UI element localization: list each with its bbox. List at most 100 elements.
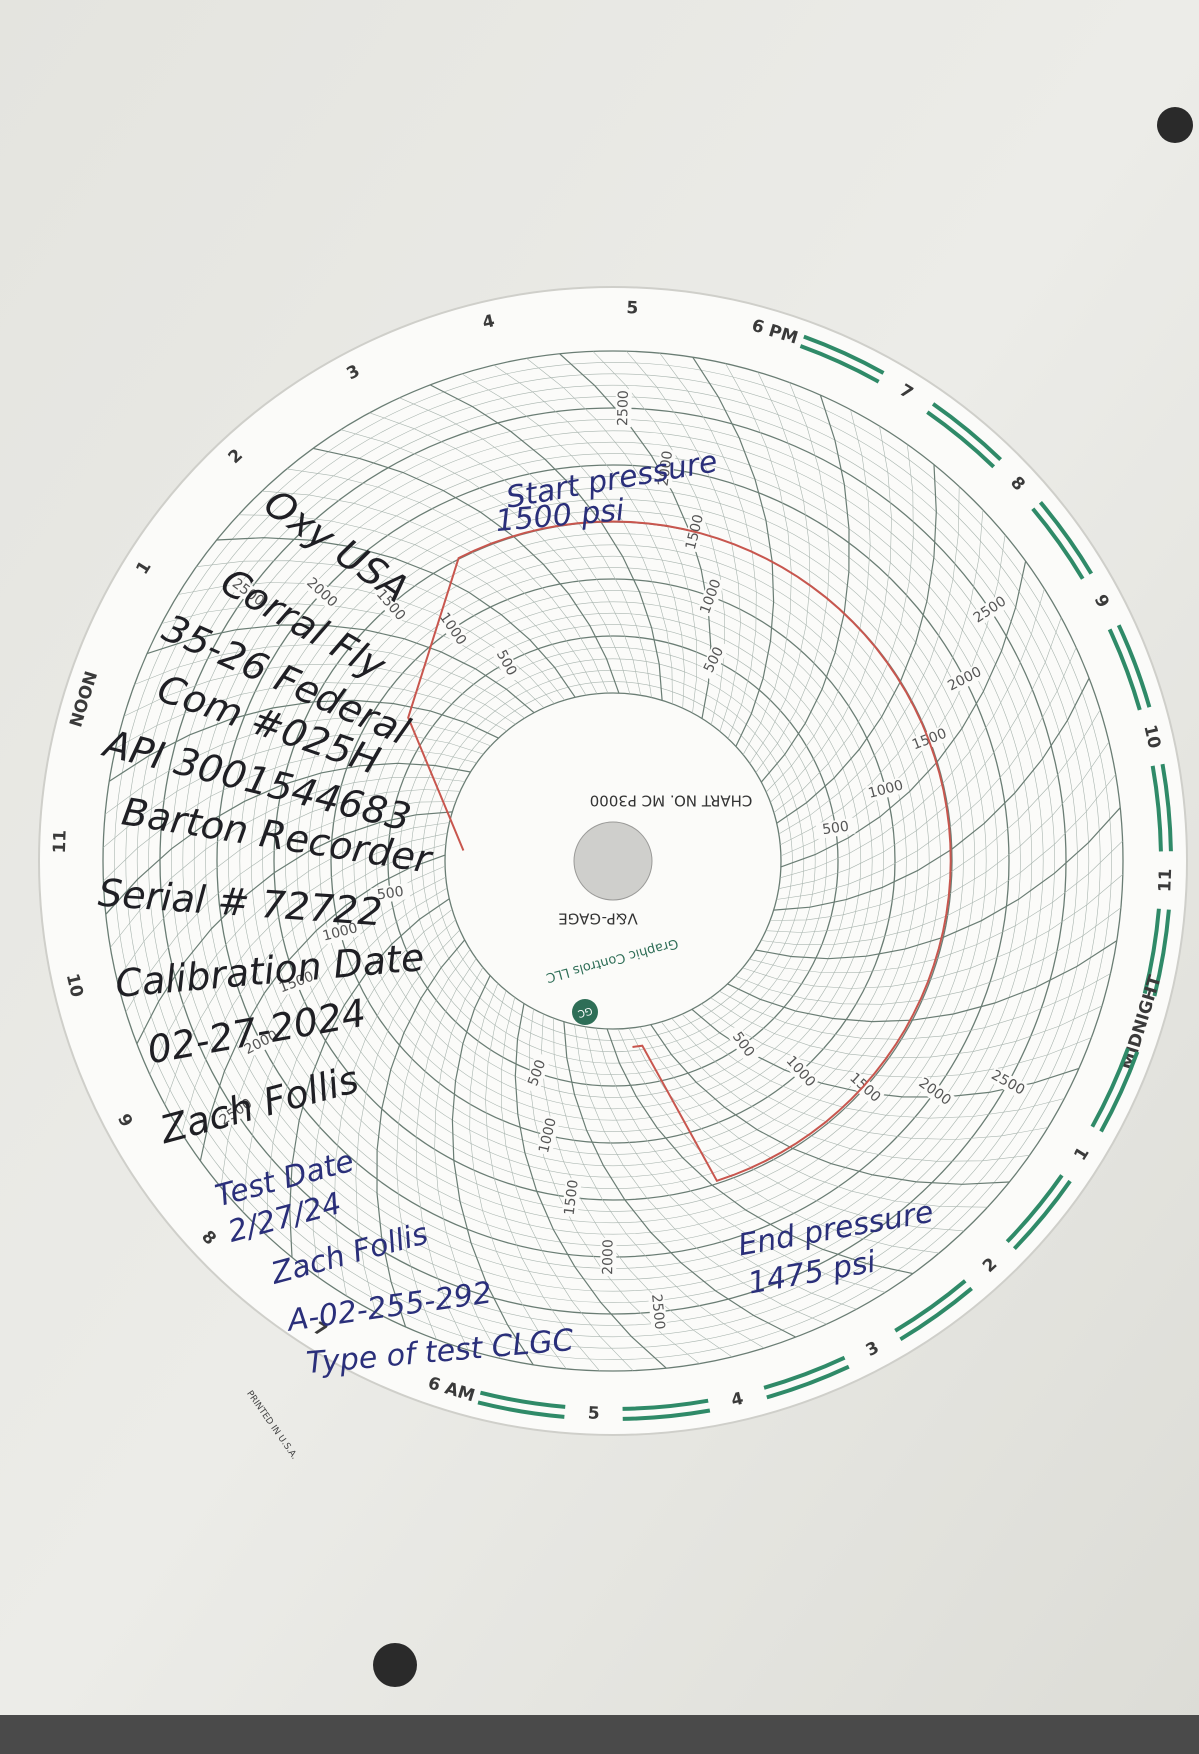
hour-label: 4 xyxy=(481,311,497,333)
grid-time-line xyxy=(396,949,471,1340)
scale-label-bg xyxy=(781,1052,820,1092)
scale-label-bg xyxy=(696,576,726,618)
scale-label-bg xyxy=(698,639,730,681)
grid-ring xyxy=(433,681,793,1041)
gage-name: V&P-GAGE xyxy=(558,910,637,928)
grid-time-line xyxy=(108,699,499,782)
grid-ring xyxy=(330,578,896,1144)
scale-label-bg xyxy=(523,1052,552,1094)
grid-ring xyxy=(444,692,782,1030)
hour-band xyxy=(1107,628,1142,711)
scale-label-bg xyxy=(490,642,523,684)
grid-time-line xyxy=(778,617,1062,889)
grid-time-line xyxy=(595,1028,886,1293)
grid-time-line xyxy=(671,1018,1048,1140)
scale-label-bg xyxy=(372,585,410,625)
grid-time-line xyxy=(735,907,1122,1005)
grid-time-line xyxy=(115,682,507,749)
grid-ring xyxy=(353,601,873,1121)
grid-time-line xyxy=(110,776,466,948)
grid-time-line xyxy=(103,749,477,882)
grid-time-line xyxy=(760,774,1116,946)
grid-ring xyxy=(410,658,816,1064)
scale-label-bg xyxy=(561,1177,582,1218)
grid-time-line xyxy=(216,537,576,698)
table-edge xyxy=(0,1715,1199,1754)
grid-time-line xyxy=(146,624,535,714)
hour-band xyxy=(931,402,1003,462)
hour-label: 4 xyxy=(729,1389,745,1411)
grid-time-line xyxy=(485,990,600,1371)
grid-time-line xyxy=(617,1028,940,1254)
grid-time-line xyxy=(770,709,1101,921)
grid-time-line xyxy=(710,997,1103,1059)
hour-band xyxy=(766,1364,850,1400)
grid-ring xyxy=(376,624,850,1098)
grid-time-line xyxy=(719,973,1111,1040)
scale-label-bg xyxy=(275,968,318,997)
grid-time-line xyxy=(469,983,567,1370)
scale-label-bg xyxy=(370,882,411,905)
grid-ring xyxy=(285,533,941,1189)
grid-ring xyxy=(171,419,1055,1303)
grid-time-line xyxy=(104,717,491,815)
grid-ring xyxy=(319,567,907,1155)
grid-ring xyxy=(307,555,919,1167)
hour-band xyxy=(799,344,880,384)
grid-time-line xyxy=(501,997,634,1371)
scale-label: 2500 xyxy=(615,390,632,426)
scale-label-bg xyxy=(944,663,986,696)
scale-label-bg xyxy=(535,1115,561,1156)
grid-time-line xyxy=(773,677,1090,911)
grid-time-line xyxy=(181,843,446,1134)
scale-label-bg xyxy=(987,1066,1029,1100)
hour-band xyxy=(1152,909,1171,997)
grid-time-line xyxy=(639,1026,988,1208)
grid-ring xyxy=(182,430,1044,1292)
grid-time-line xyxy=(125,801,456,1013)
hour-band xyxy=(1150,765,1163,852)
hour-band xyxy=(622,1408,711,1421)
hour-band xyxy=(477,1400,565,1419)
grid-time-line xyxy=(266,887,448,1236)
grid-time-line xyxy=(199,854,446,1161)
grid-time-line xyxy=(742,874,1123,989)
grid-time-line xyxy=(727,940,1118,1023)
grid-time-line xyxy=(776,647,1077,900)
grid-time-line xyxy=(238,514,587,696)
grid-time-line xyxy=(196,560,565,701)
hour-band xyxy=(899,1286,973,1342)
grid-ring xyxy=(159,407,1067,1315)
grid-time-line xyxy=(116,789,461,981)
grid-time-line xyxy=(434,967,501,1359)
scale-label: 1500 xyxy=(562,1179,582,1216)
hour-band xyxy=(479,1390,566,1409)
scale-label-bg xyxy=(435,608,471,650)
grid-ring xyxy=(193,441,1033,1281)
grid-ring xyxy=(148,396,1078,1326)
pressure-trace xyxy=(407,520,952,1183)
grid-ring xyxy=(114,362,1112,1360)
grid-time-line xyxy=(574,1024,827,1325)
grid-time-line xyxy=(528,1008,700,1364)
grid-time-line xyxy=(451,975,534,1366)
scale-label: 2500 xyxy=(648,1293,667,1330)
scale-label-bg xyxy=(969,592,1011,628)
grid-ring xyxy=(399,647,827,1075)
maker-logo-disc xyxy=(572,999,598,1025)
grid xyxy=(102,350,1124,1372)
grid-time-line xyxy=(103,733,484,848)
scale-label-bg xyxy=(215,1094,257,1130)
hour-band xyxy=(1090,1047,1130,1128)
grid-ring xyxy=(125,373,1101,1349)
hour-label: 11 xyxy=(50,829,71,853)
hour-band xyxy=(1099,1051,1140,1133)
grid-ring xyxy=(296,544,930,1178)
grid-ring xyxy=(250,498,976,1224)
hole-shadow xyxy=(1157,107,1193,143)
hour-band xyxy=(1038,501,1094,575)
grid-time-line xyxy=(376,939,466,1328)
grid-time-line xyxy=(334,919,456,1296)
grid-time-line xyxy=(514,1003,667,1369)
scale-label: 500 xyxy=(376,884,405,904)
